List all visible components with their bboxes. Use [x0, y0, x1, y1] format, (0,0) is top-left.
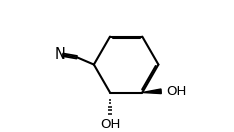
Polygon shape: [142, 89, 161, 94]
Text: N: N: [55, 47, 66, 62]
Text: OH: OH: [100, 118, 120, 131]
Text: OH: OH: [166, 85, 186, 98]
